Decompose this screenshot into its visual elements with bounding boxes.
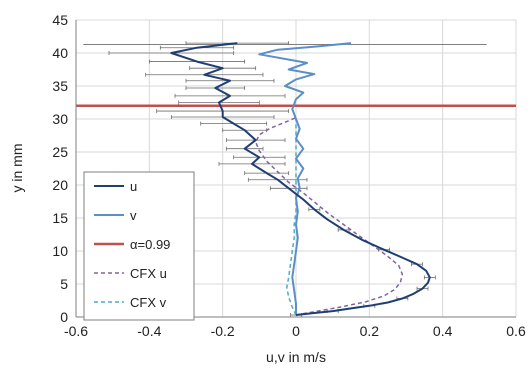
series-line-cfx-v: [286, 119, 297, 316]
legend-label: v: [130, 208, 137, 223]
x-tick-label: 0.6: [506, 323, 526, 339]
y-tick-label: 40: [52, 45, 68, 61]
x-tick-label: 0.4: [433, 323, 453, 339]
x-tick-label: -0.6: [64, 323, 88, 339]
series-line-cfx-u: [254, 117, 404, 316]
tick-labels: -0.6 -0.4 -0.2 0 0.2 0.4 0.6 0 5 10 15 20 25 30 35 40 45: [52, 12, 526, 339]
y-tick-label: 25: [52, 144, 68, 160]
y-tick-label: 5: [60, 276, 68, 292]
y-tick-label: 30: [52, 111, 68, 127]
x-axis-label: u,v in m/s: [266, 349, 326, 365]
series-lines: [170, 42, 431, 316]
y-tick-label: 35: [52, 78, 68, 94]
y-tick-label: 10: [52, 243, 68, 259]
x-tick-label: -0.2: [211, 323, 235, 339]
y-tick-label: 45: [52, 12, 68, 28]
x-tick-label: 0.2: [360, 323, 380, 339]
legend-label: CFX v: [130, 295, 167, 310]
y-tick-label: 0: [60, 309, 68, 325]
legend: uv α=0.99 CFX u CFX v: [83, 171, 195, 321]
legend-box: [83, 171, 195, 321]
y-tick-label: 20: [52, 177, 68, 193]
x-tick-label: 0: [292, 323, 300, 339]
y-tick-label: 15: [52, 210, 68, 226]
x-tick-label: -0.4: [137, 323, 161, 339]
legend-label: α=0.99: [130, 237, 170, 252]
legend-label: u: [130, 179, 137, 194]
legend-label: CFX u: [130, 266, 167, 281]
y-axis-label: y in mm: [9, 144, 25, 193]
series-line-u: [170, 42, 431, 316]
series-line-v: [258, 42, 352, 315]
